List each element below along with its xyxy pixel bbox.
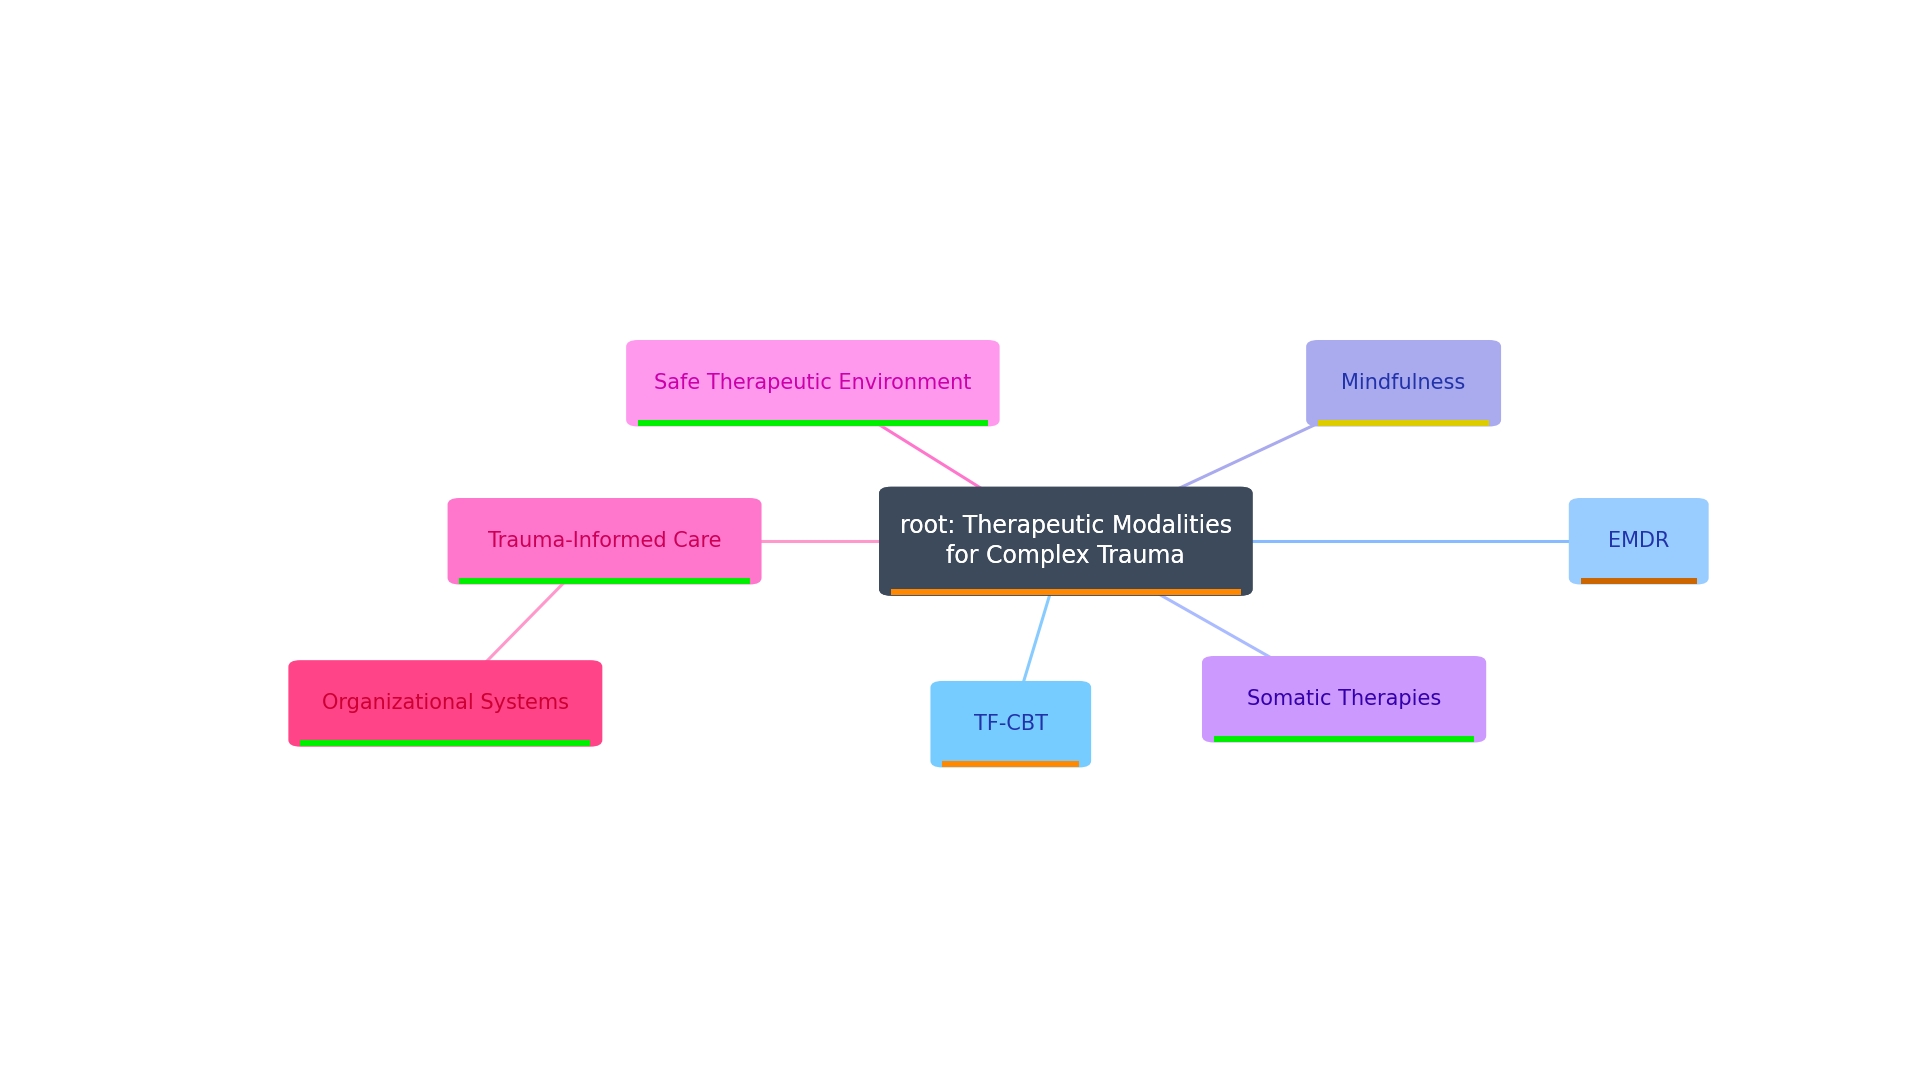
Text: root: Therapeutic Modalities
for Complex Trauma: root: Therapeutic Modalities for Complex… bbox=[900, 514, 1233, 568]
Text: TF-CBT: TF-CBT bbox=[973, 714, 1048, 734]
FancyBboxPatch shape bbox=[1569, 498, 1709, 584]
Bar bbox=[1213, 735, 1475, 742]
FancyBboxPatch shape bbox=[879, 487, 1252, 596]
FancyBboxPatch shape bbox=[1306, 340, 1501, 427]
Text: EMDR: EMDR bbox=[1609, 531, 1668, 551]
FancyBboxPatch shape bbox=[288, 660, 603, 746]
FancyBboxPatch shape bbox=[879, 487, 1252, 596]
FancyBboxPatch shape bbox=[931, 681, 1091, 768]
Bar bbox=[459, 578, 749, 583]
Text: Trauma-Informed Care: Trauma-Informed Care bbox=[488, 531, 722, 551]
Bar bbox=[891, 589, 1240, 595]
Bar bbox=[637, 420, 987, 426]
FancyBboxPatch shape bbox=[626, 340, 1000, 427]
Bar bbox=[1580, 578, 1697, 583]
Bar bbox=[300, 740, 591, 746]
Text: Safe Therapeutic Environment: Safe Therapeutic Environment bbox=[655, 374, 972, 393]
Text: Organizational Systems: Organizational Systems bbox=[323, 693, 568, 714]
FancyBboxPatch shape bbox=[447, 498, 762, 584]
Bar bbox=[943, 760, 1079, 767]
Text: Somatic Therapies: Somatic Therapies bbox=[1246, 689, 1442, 710]
Text: root: Therapeutic Modalities
for Complex Trauma: root: Therapeutic Modalities for Complex… bbox=[900, 514, 1233, 568]
Text: Mindfulness: Mindfulness bbox=[1342, 374, 1465, 393]
Bar bbox=[1317, 420, 1490, 426]
Bar bbox=[891, 589, 1240, 595]
FancyBboxPatch shape bbox=[1202, 656, 1486, 742]
